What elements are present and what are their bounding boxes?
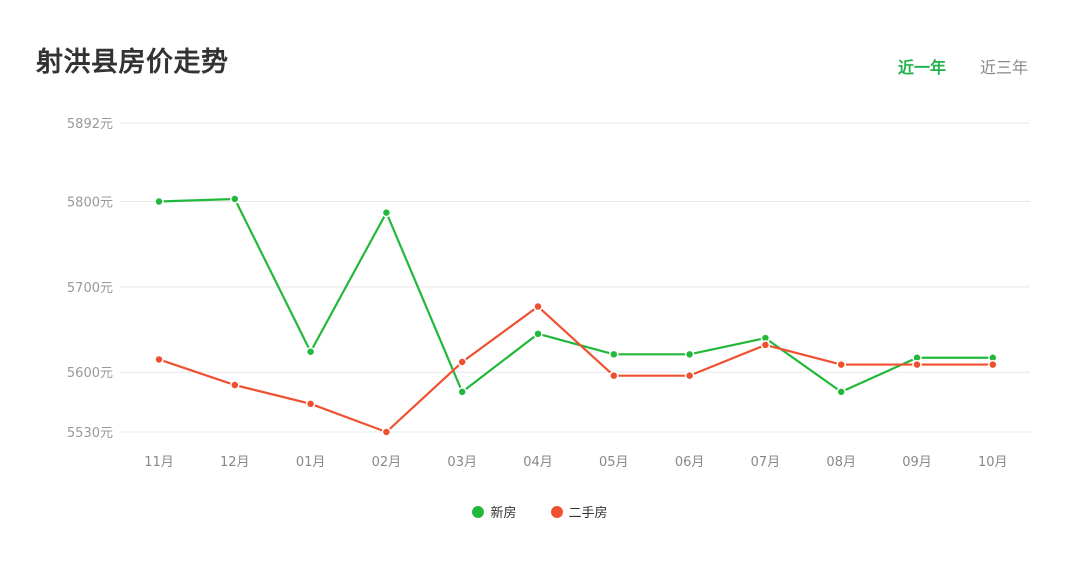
data-point-0[interactable] [609, 349, 619, 360]
x-tick-label: 05月 [599, 455, 629, 470]
data-point-1[interactable] [230, 380, 240, 390]
tab-one-year[interactable]: 近一年 [897, 58, 946, 77]
x-tick-label: 06月 [675, 455, 705, 470]
legend-item-second[interactable]: 二手房 [550, 502, 608, 521]
data-point-0[interactable] [305, 347, 316, 357]
x-tick-label: 03月 [447, 455, 477, 470]
tab-three-years[interactable]: 近三年 [979, 58, 1028, 77]
legend-dot-second-icon [550, 505, 563, 518]
y-tick-label: 5700元 [67, 281, 113, 296]
chart-legend: 新房 二手房 [0, 502, 1080, 521]
data-point-1[interactable] [836, 359, 846, 370]
data-point-0[interactable] [381, 207, 392, 218]
data-point-1[interactable] [381, 427, 392, 437]
data-point-1[interactable] [609, 370, 619, 381]
data-point-1[interactable] [912, 359, 922, 370]
x-tick-label: 01月 [296, 455, 326, 470]
data-point-1[interactable] [760, 340, 771, 350]
legend-dot-new-icon [472, 505, 485, 518]
y-tick-label: 5800元 [67, 196, 113, 211]
page-title: 射洪县房价走势 [36, 47, 229, 78]
data-point-1[interactable] [533, 301, 543, 312]
time-range-tabs: 近一年 近三年 [898, 54, 1028, 78]
data-point-0[interactable] [457, 387, 467, 397]
x-tick-label: 07月 [751, 455, 781, 470]
legend-label-second: 二手房 [568, 506, 608, 521]
data-point-0[interactable] [684, 349, 695, 360]
y-tick-label: 5600元 [67, 366, 113, 381]
x-tick-label: 12月 [220, 455, 250, 470]
series-line-0 [158, 197, 993, 393]
data-point-1[interactable] [988, 359, 998, 370]
legend-label-new: 新房 [490, 506, 517, 521]
data-point-0[interactable] [154, 196, 164, 207]
data-point-0[interactable] [230, 194, 240, 204]
x-tick-label: 10月 [978, 455, 1008, 470]
y-tick-label: 5892元 [67, 117, 113, 132]
series-line-1 [158, 305, 993, 434]
y-tick-label: 5530元 [67, 426, 113, 441]
data-point-0[interactable] [533, 329, 543, 339]
x-tick-label: 11月 [144, 455, 174, 470]
legend-item-new[interactable]: 新房 [472, 502, 517, 521]
data-point-1[interactable] [154, 354, 164, 365]
x-tick-label: 09月 [902, 455, 932, 470]
data-point-1[interactable] [305, 399, 316, 409]
x-tick-label: 02月 [372, 455, 402, 470]
x-tick-label: 04月 [523, 455, 553, 470]
data-point-0[interactable] [836, 387, 846, 397]
x-tick-label: 08月 [826, 455, 856, 470]
data-point-1[interactable] [684, 370, 695, 381]
data-point-1[interactable] [457, 357, 467, 367]
